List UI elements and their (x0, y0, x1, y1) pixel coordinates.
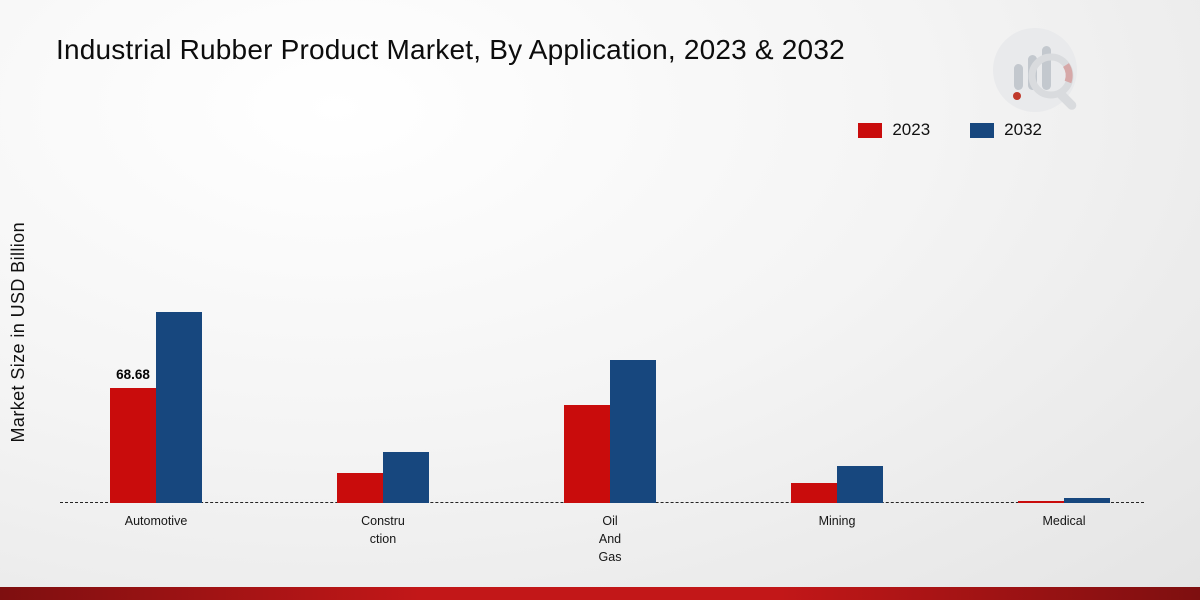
legend-label-2023: 2023 (892, 120, 931, 139)
bottom-ribbon (0, 587, 1200, 600)
logo-dot (1013, 92, 1021, 100)
bar-2023-oil-and-gas[interactable] (564, 405, 610, 503)
legend-item-2023[interactable]: 2023 (858, 120, 930, 140)
bar-2023-mining[interactable] (791, 483, 837, 503)
x-axis-category-label: Oil And Gas (598, 514, 622, 564)
logo-magnifier-highlight (1062, 63, 1073, 84)
bar-2032-oil-and-gas[interactable] (610, 360, 656, 503)
legend-swatch-2032 (970, 122, 995, 138)
x-axis-category-label: Constru ction (361, 514, 405, 546)
x-axis-category-label: Medical (1042, 514, 1086, 528)
bar-2023-medical[interactable] (1018, 501, 1064, 503)
logo-bar-3 (1042, 46, 1051, 90)
bar-2023-automotive[interactable] (110, 388, 156, 503)
logo-magnifier-handle (1056, 90, 1077, 110)
bar-2032-mining[interactable] (837, 466, 883, 503)
brand-logo (993, 28, 1077, 112)
bar-2032-construction[interactable] (383, 452, 429, 503)
chart-title: Industrial Rubber Product Market, By App… (56, 34, 845, 65)
logo-bar-1 (1014, 64, 1023, 90)
legend-item-2032[interactable]: 2032 (970, 120, 1042, 140)
x-axis-category-label: Mining (818, 514, 856, 528)
bar-2032-medical[interactable] (1064, 498, 1110, 503)
x-axis-category-label: Automotive (124, 514, 188, 528)
legend: 2023 2032 (858, 120, 1042, 140)
bar-value-label: 68.68 (116, 367, 150, 382)
bar-2023-construction[interactable] (337, 473, 383, 503)
bar-2032-automotive[interactable] (156, 312, 202, 503)
legend-label-2032: 2032 (1004, 120, 1042, 139)
legend-swatch-2023 (858, 122, 883, 138)
